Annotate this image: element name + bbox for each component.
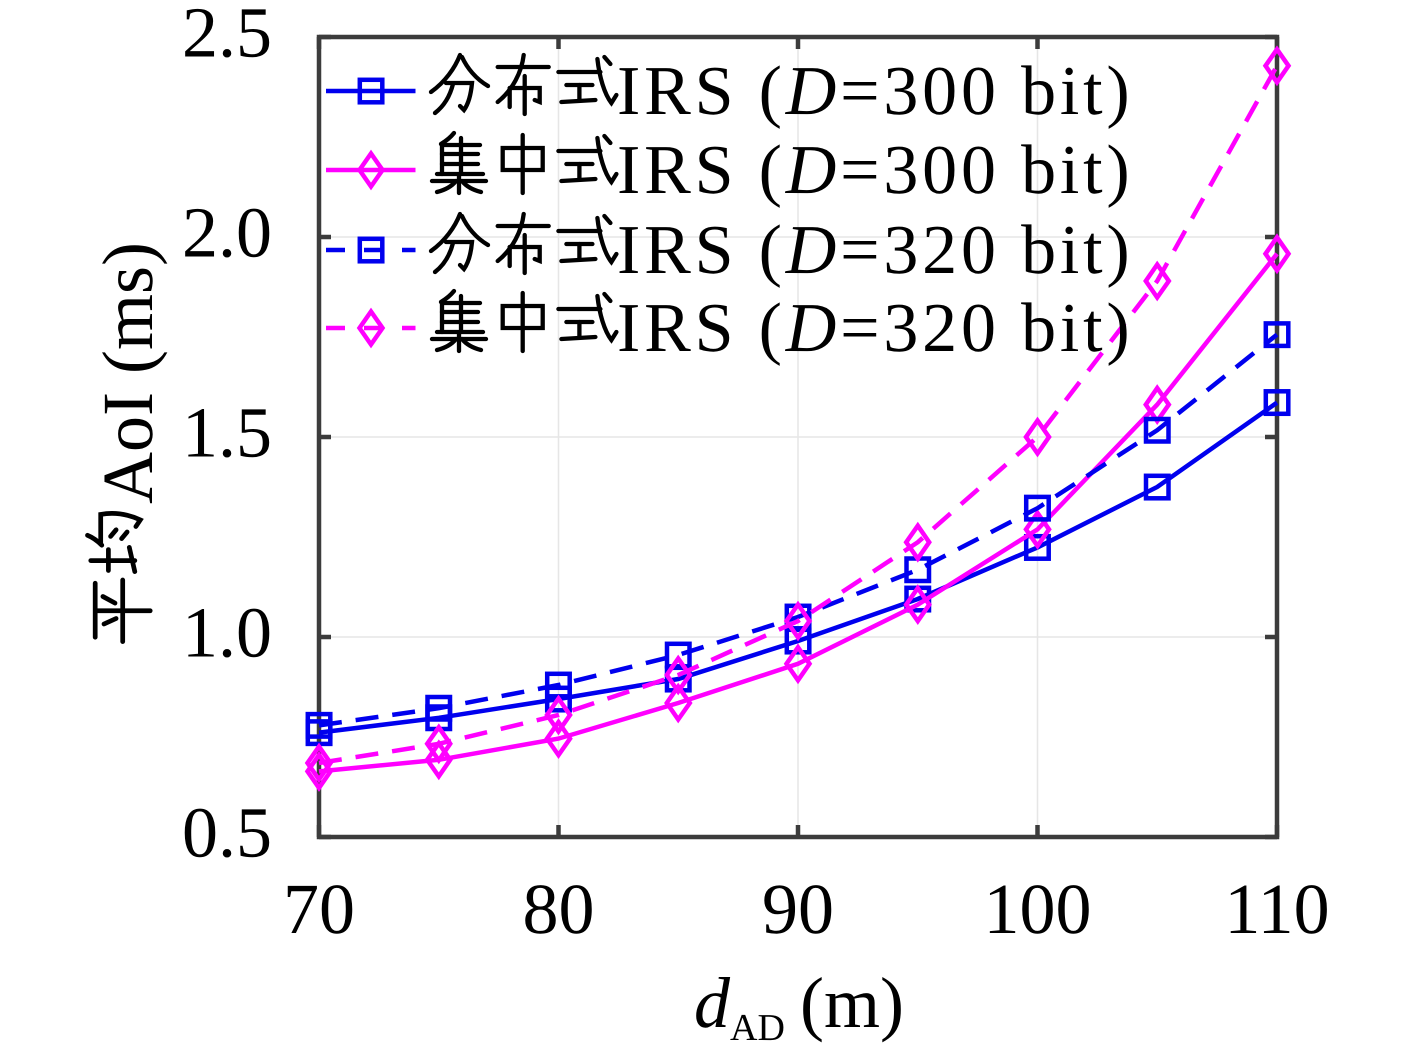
svg-text:90: 90 (762, 869, 834, 949)
svg-text:80: 80 (523, 869, 595, 949)
svg-text:IRS (D=300 bit): IRS (D=300 bit) (617, 132, 1134, 209)
svg-text:IRS (D=320 bit): IRS (D=320 bit) (617, 212, 1134, 289)
svg-text:d: d (694, 963, 731, 1043)
svg-text:2.5: 2.5 (182, 0, 272, 73)
svg-text:0.5: 0.5 (182, 793, 272, 873)
svg-text:100: 100 (984, 869, 1092, 949)
svg-text:(m): (m) (800, 963, 904, 1043)
svg-text:AD: AD (730, 1007, 785, 1049)
svg-text:2.0: 2.0 (182, 193, 272, 273)
svg-text:70: 70 (283, 869, 355, 949)
svg-text:AoI (ms): AoI (ms) (88, 242, 168, 504)
svg-text:1.0: 1.0 (182, 593, 272, 673)
svg-text:1.5: 1.5 (182, 393, 272, 473)
svg-text:IRS (D=300 bit): IRS (D=300 bit) (617, 53, 1134, 130)
svg-text:IRS (D=320 bit): IRS (D=320 bit) (617, 290, 1134, 367)
svg-text:110: 110 (1224, 869, 1329, 949)
